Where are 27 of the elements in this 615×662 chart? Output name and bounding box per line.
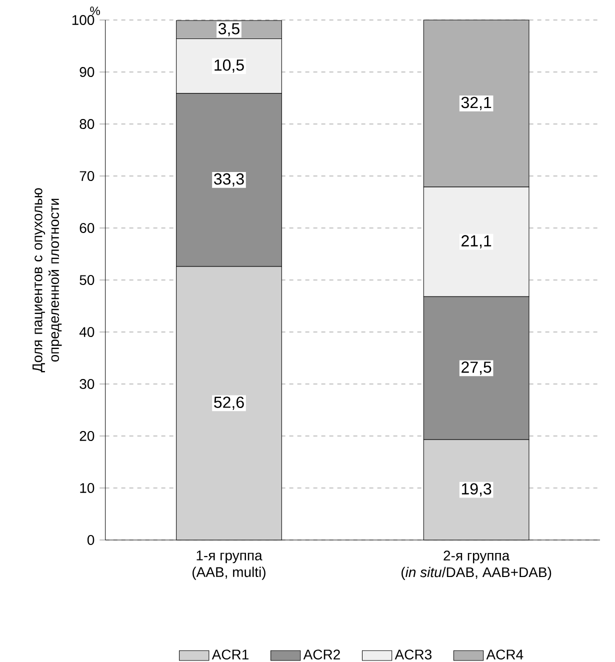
y-tick-label: 80	[80, 119, 94, 129]
data-label: 19,3	[462, 483, 492, 496]
data-label: 52,6	[214, 396, 244, 410]
y-tick-label: 60	[80, 223, 94, 233]
category-label: 2-я группа (in situ/DAB, AAB+DAB)	[402, 550, 552, 580]
data-label: 3,5	[218, 23, 240, 36]
legend-label: ACR2	[303, 650, 340, 660]
data-label: 33,3	[214, 173, 244, 187]
y-tick-label: 50	[80, 275, 94, 285]
legend-label: ACR1	[212, 650, 248, 660]
y-tick-label: 0	[87, 535, 94, 545]
y-tick-label: 30	[80, 379, 94, 389]
data-label: 32,1	[461, 96, 492, 110]
y-tick-label: 40	[79, 327, 94, 337]
y-tick-label: 100	[72, 15, 94, 25]
y-axis-title: Доля пациентов с опухолью определенной плотности	[32, 188, 62, 372]
y-tick-label: 20	[80, 431, 94, 441]
data-label: 27,5	[462, 362, 492, 375]
data-label: 10,5	[214, 59, 244, 73]
y-tick-label: 90	[80, 67, 94, 77]
data-label: 21,1	[462, 235, 492, 248]
text: %	[90, 6, 100, 16]
y-tick-label: 70	[80, 171, 94, 181]
y-tick-label: 10	[80, 483, 94, 493]
legend-label: ACR3	[394, 650, 432, 660]
x-tick-label: 1-я группа (AAB, multi)	[192, 550, 266, 580]
legend-label: ACR4	[486, 650, 524, 660]
